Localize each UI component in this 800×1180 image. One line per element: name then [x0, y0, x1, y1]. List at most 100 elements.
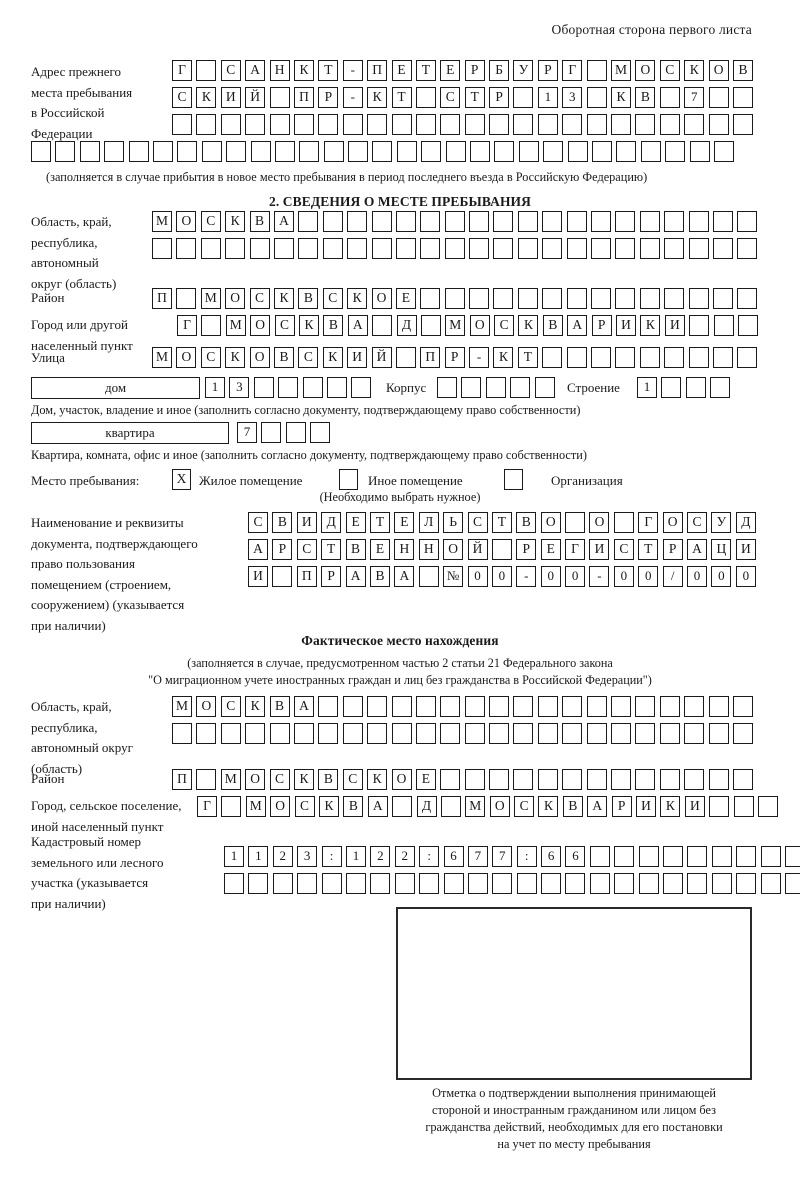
cadastral-row-1-cell-16[interactable]: [589, 846, 610, 867]
actual-city-row-cell-14[interactable]: С: [514, 796, 535, 817]
previous-address-row-1-cell-22[interactable]: К: [684, 60, 705, 81]
previous-address-row-4-cell-21[interactable]: [518, 141, 539, 162]
section2-district-row-cell-8[interactable]: С: [322, 288, 343, 309]
actual-district-row-cell-6[interactable]: К: [293, 769, 314, 790]
stroenie-cells-cell-1[interactable]: 1: [637, 377, 657, 398]
cadastral-row-1-cell-5[interactable]: :: [321, 846, 342, 867]
actual-district-row-cell-20[interactable]: [635, 769, 656, 790]
previous-address-row-3-cell-8[interactable]: [342, 114, 363, 135]
previous-address-row-2-cell-23[interactable]: [708, 87, 729, 108]
document-row-3-cell-12[interactable]: -: [516, 566, 537, 587]
section2-region-row-2-cell-9[interactable]: [347, 238, 368, 259]
previous-address-row-3-cell-4[interactable]: [245, 114, 266, 135]
section2-district-row-cell-4[interactable]: О: [225, 288, 246, 309]
document-row-1-cell-1[interactable]: С: [248, 512, 268, 533]
cadastral-row-2-cell-22[interactable]: [736, 873, 757, 894]
previous-address-row-1-cell-13[interactable]: Р: [464, 60, 485, 81]
previous-address-row-1-cell-17[interactable]: Г: [562, 60, 583, 81]
cadastral-row-1-cell-4[interactable]: 3: [297, 846, 318, 867]
cadastral-row-2-cell-4[interactable]: [297, 873, 318, 894]
actual-region-row-1-cell-2[interactable]: О: [196, 696, 217, 717]
section2-region-row-1-cell-13[interactable]: [444, 211, 465, 232]
cadastral-row-2-cell-17[interactable]: [614, 873, 635, 894]
section2-region-row-1-cell-1[interactable]: М: [152, 211, 172, 232]
document-row-2-cell-4[interactable]: Т: [321, 539, 342, 560]
actual-region-row-1-cell-5[interactable]: В: [269, 696, 290, 717]
previous-address-row-3-cell-24[interactable]: [732, 114, 753, 135]
document-row-3-cell-15[interactable]: -: [589, 566, 610, 587]
previous-address-row-4-cell-9[interactable]: [226, 141, 247, 162]
section2-district-row-cell-13[interactable]: [444, 288, 465, 309]
previous-address-row-1-cell-2[interactable]: [196, 60, 217, 81]
previous-address-row-3-cell-7[interactable]: [318, 114, 339, 135]
section2-city-row-cell-22[interactable]: [689, 315, 710, 336]
document-row-1-cell-10[interactable]: С: [467, 512, 488, 533]
section2-city-row-cell-20[interactable]: К: [640, 315, 661, 336]
section2-street-row-cell-23[interactable]: [688, 347, 709, 368]
actual-city-row-cell-4[interactable]: О: [270, 796, 291, 817]
cadastral-row-2-cell-1[interactable]: [224, 873, 244, 894]
previous-address-row-4-cell-26[interactable]: [640, 141, 661, 162]
document-row-2-cell-5[interactable]: В: [345, 539, 366, 560]
previous-address-row-3[interactable]: [172, 114, 753, 135]
section2-region-row-2-cell-2[interactable]: [176, 238, 197, 259]
previous-address-row-3-cell-13[interactable]: [464, 114, 485, 135]
actual-region-row-2-cell-2[interactable]: [196, 723, 217, 744]
actual-region-row-2-cell-12[interactable]: [440, 723, 461, 744]
section2-region-row-2-cell-15[interactable]: [493, 238, 514, 259]
section2-street-row-cell-11[interactable]: [395, 347, 416, 368]
house-number-cells-cell-4[interactable]: [278, 377, 299, 398]
document-row-3-cell-5[interactable]: А: [345, 566, 366, 587]
cadastral-row-1-cell-13[interactable]: :: [516, 846, 537, 867]
previous-address-row-1-cell-4[interactable]: А: [245, 60, 266, 81]
section2-region-row-1-cell-22[interactable]: [664, 211, 685, 232]
section2-street-row-cell-18[interactable]: [566, 347, 587, 368]
cadastral-row-1-cell-8[interactable]: 2: [394, 846, 415, 867]
document-row-2-cell-10[interactable]: Й: [467, 539, 488, 560]
section2-region-row-1-cell-7[interactable]: [298, 211, 319, 232]
previous-address-row-1-cell-21[interactable]: С: [659, 60, 680, 81]
section2-region-row-2-cell-13[interactable]: [444, 238, 465, 259]
actual-city-row-cell-2[interactable]: [221, 796, 242, 817]
actual-region-row-2-cell-19[interactable]: [611, 723, 632, 744]
section2-region-row-1-cell-25[interactable]: [737, 211, 758, 232]
flat-number-cells[interactable]: 7: [237, 422, 331, 443]
section2-region-row-1-cell-15[interactable]: [493, 211, 514, 232]
section2-city-row-cell-24[interactable]: [737, 315, 758, 336]
actual-region-row-1-cell-13[interactable]: [464, 696, 485, 717]
section2-region-row-1-cell-3[interactable]: С: [200, 211, 221, 232]
actual-region-row-1-cell-9[interactable]: [367, 696, 388, 717]
previous-address-row-2-cell-16[interactable]: 1: [537, 87, 558, 108]
previous-address-row-2-cell-2[interactable]: К: [196, 87, 217, 108]
actual-region-row-2-cell-13[interactable]: [464, 723, 485, 744]
previous-address-row-1-cell-1[interactable]: Г: [172, 60, 192, 81]
actual-region-row-2-cell-20[interactable]: [635, 723, 656, 744]
section2-region-row-2-cell-25[interactable]: [737, 238, 758, 259]
section2-region-row-1-cell-21[interactable]: [639, 211, 660, 232]
previous-address-row-3-cell-6[interactable]: [293, 114, 314, 135]
document-row-2-cell-7[interactable]: Н: [394, 539, 415, 560]
previous-address-row-4-cell-14[interactable]: [348, 141, 369, 162]
previous-address-row-3-cell-2[interactable]: [196, 114, 217, 135]
document-row-3-cell-9[interactable]: №: [443, 566, 464, 587]
section2-district-row-cell-1[interactable]: П: [152, 288, 172, 309]
korpus-cells-cell-3[interactable]: [485, 377, 506, 398]
actual-region-row-1-cell-3[interactable]: С: [220, 696, 241, 717]
document-row-1-cell-16[interactable]: [613, 512, 634, 533]
previous-address-row-4-cell-8[interactable]: [201, 141, 222, 162]
cadastral-row-2-cell-13[interactable]: [516, 873, 537, 894]
actual-region-row-2-cell-10[interactable]: [391, 723, 412, 744]
section2-city-row-cell-11[interactable]: [420, 315, 441, 336]
cadastral-row-2-cell-24[interactable]: [784, 873, 800, 894]
cadastral-row-2-cell-16[interactable]: [589, 873, 610, 894]
section2-district-row-cell-3[interactable]: М: [200, 288, 221, 309]
previous-address-row-2-cell-17[interactable]: 3: [562, 87, 583, 108]
actual-city-row-cell-18[interactable]: Р: [611, 796, 632, 817]
section2-region-row-1-cell-6[interactable]: А: [273, 211, 294, 232]
actual-region-row-1-cell-10[interactable]: [391, 696, 412, 717]
section2-district-row-cell-25[interactable]: [737, 288, 758, 309]
section2-district-row-cell-23[interactable]: [688, 288, 709, 309]
document-row-2-cell-17[interactable]: Т: [638, 539, 659, 560]
